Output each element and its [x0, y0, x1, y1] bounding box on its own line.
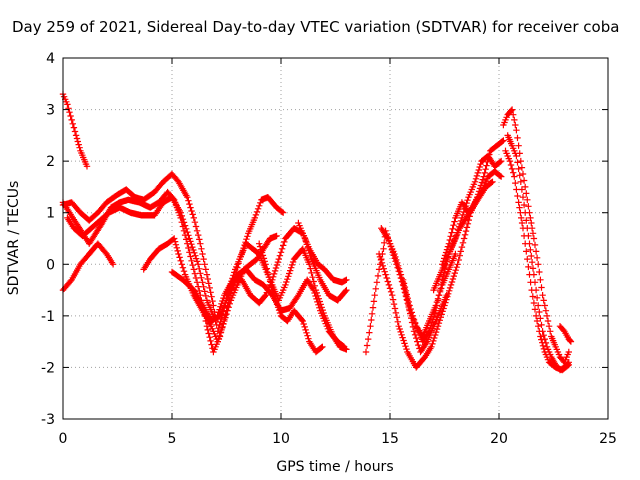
marker-path: [295, 219, 350, 304]
series-arc-8: [256, 240, 326, 356]
marker-path: [430, 178, 496, 294]
y-tick-label: 0: [46, 257, 55, 273]
marker-path: [64, 194, 350, 325]
grid-lines: [63, 58, 608, 419]
marker-path: [256, 240, 326, 356]
series-arc-18: [502, 147, 572, 374]
x-tick-label: 25: [599, 431, 617, 447]
data-markers: [59, 90, 575, 374]
x-tick-label: 0: [59, 431, 68, 447]
y-tick-label: 3: [46, 103, 55, 119]
marker-path: [502, 147, 572, 374]
y-axis-label: SDTVAR / TECUs: [6, 181, 22, 296]
series-arc-10: [362, 227, 459, 356]
marker-path: [168, 266, 348, 350]
x-tick-label: 5: [168, 431, 177, 447]
x-axis-ticks: 0 5 10 15 20 25: [59, 58, 617, 447]
y-axis-ticks: -3 -2 -1 0 1 2 3 4: [41, 51, 608, 428]
series-arc-5: [64, 194, 350, 325]
marker-path: [362, 227, 459, 356]
marker-path: [556, 323, 575, 345]
y-tick-label: 1: [46, 206, 55, 222]
y-tick-label: 4: [46, 51, 55, 67]
marker-path: [59, 90, 91, 170]
y-tick-label: -1: [41, 309, 55, 325]
series-arc-16: [500, 106, 572, 366]
series-arc-15: [430, 178, 496, 294]
plot-frame: [62, 57, 609, 420]
series-arc-1: [59, 90, 91, 170]
x-tick-label: 10: [272, 431, 290, 447]
series-arc-9: [295, 219, 350, 304]
series-arc-19: [556, 323, 575, 345]
series-arc-7: [168, 266, 348, 350]
x-tick-label: 15: [381, 431, 399, 447]
y-tick-label: -2: [41, 360, 55, 376]
y-tick-label: -3: [41, 412, 55, 428]
y-tick-label: 2: [46, 154, 55, 170]
x-axis-label: GPS time / hours: [276, 459, 393, 475]
marker-path: [500, 106, 572, 366]
chart-title: Day 259 of 2021, Sidereal Day-to-day VTE…: [12, 18, 619, 36]
x-tick-label: 20: [490, 431, 508, 447]
marker-path: [59, 240, 117, 294]
series-arc-4: [59, 240, 117, 294]
